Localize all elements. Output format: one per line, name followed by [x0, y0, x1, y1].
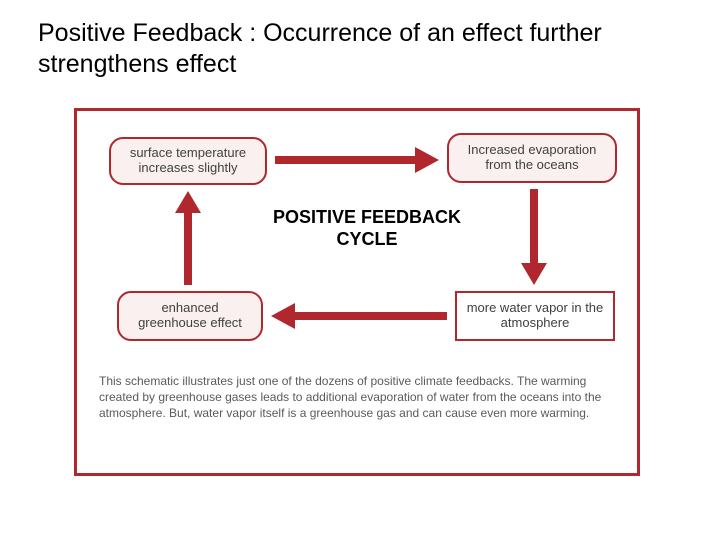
node-increased-evaporation: Increased evaporation from the oceans	[447, 133, 617, 183]
arrow-bottom	[271, 303, 447, 329]
node-more-water-vapor: more water vapor in the atmosphere	[455, 291, 615, 341]
arrow-right	[521, 189, 547, 285]
node-label: enhanced greenhouse effect	[127, 301, 253, 331]
slide-title: Positive Feedback : Occurrence of an eff…	[38, 18, 690, 81]
diagram-caption: This schematic illustrates just one of t…	[99, 373, 619, 422]
node-label: Increased evaporation from the oceans	[457, 143, 607, 173]
node-surface-temperature: surface temperature increases slightly	[109, 137, 267, 185]
center-label-text: POSITIVE FEEDBACK CYCLE	[273, 207, 461, 249]
diagram-frame: surface temperature increases slightly I…	[74, 108, 640, 476]
center-label: POSITIVE FEEDBACK CYCLE	[257, 207, 477, 250]
node-enhanced-greenhouse: enhanced greenhouse effect	[117, 291, 263, 341]
arrow-top	[275, 147, 439, 173]
node-label: surface temperature increases slightly	[119, 146, 257, 176]
caption-text: This schematic illustrates just one of t…	[99, 374, 601, 420]
arrow-left	[175, 191, 201, 285]
node-label: more water vapor in the atmosphere	[465, 301, 605, 331]
